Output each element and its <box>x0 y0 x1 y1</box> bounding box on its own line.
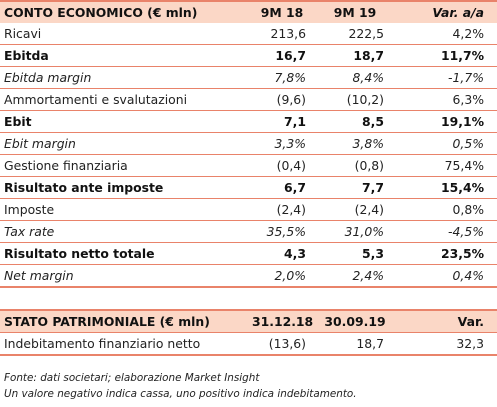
row-value-var: 11,7% <box>394 44 497 67</box>
row-value-var: -4,5% <box>394 220 497 243</box>
balance-header-col3: Var. <box>394 309 497 333</box>
row-label: Ebit margin <box>0 132 248 155</box>
table-spacer <box>0 288 497 309</box>
row-value-9m19: 222,5 <box>316 23 394 45</box>
source-note: Fonte: dati societari; elaborazione Mark… <box>4 372 260 384</box>
table-row: Tax rate 35,5% 31,0% -4,5% <box>0 220 497 243</box>
row-value-9m18: 7,1 <box>248 110 316 133</box>
table-row: Risultato ante imposte 6,7 7,7 15,4% <box>0 176 497 199</box>
row-value-9m18: 6,7 <box>248 176 316 199</box>
footnotes: Fonte: dati societari; elaborazione Mark… <box>4 370 357 402</box>
table-row: Net margin 2,0% 2,4% 0,4% <box>0 264 497 288</box>
row-label: Ammortamenti e svalutazioni <box>0 88 248 111</box>
row-label: Risultato ante imposte <box>0 176 248 199</box>
table-row: Indebitamento finanziario netto (13,6) 1… <box>0 332 497 356</box>
balance-header-row: STATO PATRIMONIALE (€ mln) 31.12.18 30.0… <box>0 309 497 333</box>
row-value-9m19: 5,3 <box>316 242 394 265</box>
balance-header-col2: 30.09.19 <box>316 309 394 333</box>
balance-header-label: STATO PATRIMONIALE (€ mln) <box>0 309 248 333</box>
table-row: Ammortamenti e svalutazioni (9,6) (10,2)… <box>0 88 497 111</box>
table-row: Ebitda margin 7,8% 8,4% -1,7% <box>0 66 497 89</box>
row-value-var: 23,5% <box>394 242 497 265</box>
row-value-9m19: 2,4% <box>316 264 394 288</box>
income-header-col3: Var. a/a <box>394 1 497 23</box>
row-value-9m18: 213,6 <box>248 23 316 45</box>
row-value-9m18: 16,7 <box>248 44 316 67</box>
row-value-9m18: (2,4) <box>248 198 316 221</box>
row-label: Net margin <box>0 264 248 288</box>
row-value-9m19: (0,8) <box>316 154 394 177</box>
table-row: Ebit margin 3,3% 3,8% 0,5% <box>0 132 497 155</box>
table-row: Ebitda 16,7 18,7 11,7% <box>0 44 497 67</box>
row-value-var: 32,3 <box>394 332 497 356</box>
row-label: Tax rate <box>0 220 248 243</box>
row-value-9m19: 8,4% <box>316 66 394 89</box>
row-value-9m19: (10,2) <box>316 88 394 111</box>
row-value-9m19: 18,7 <box>316 44 394 67</box>
row-value-var: 0,5% <box>394 132 497 155</box>
row-value-var: 0,8% <box>394 198 497 221</box>
row-value-9m19: (2,4) <box>316 198 394 221</box>
row-label: Risultato netto totale <box>0 242 248 265</box>
income-header-col1: 9M 18 <box>248 1 316 23</box>
row-value-var: 75,4% <box>394 154 497 177</box>
row-value-9m18: 3,3% <box>248 132 316 155</box>
row-value-9m19: 7,7 <box>316 176 394 199</box>
table-row: Gestione finanziaria (0,4) (0,8) 75,4% <box>0 154 497 177</box>
row-value-9m18: (9,6) <box>248 88 316 111</box>
row-value-9m19: 3,8% <box>316 132 394 155</box>
balance-header-col1: 31.12.18 <box>248 309 316 333</box>
row-label: Gestione finanziaria <box>0 154 248 177</box>
row-value-30-09-19: 18,7 <box>316 332 394 356</box>
table-row: Risultato netto totale 4,3 5,3 23,5% <box>0 242 497 265</box>
balance-sheet-table: STATO PATRIMONIALE (€ mln) 31.12.18 30.0… <box>0 309 497 356</box>
row-value-var: 0,4% <box>394 264 497 288</box>
row-label: Ricavi <box>0 23 248 45</box>
row-value-var: 6,3% <box>394 88 497 111</box>
row-value-9m18: (0,4) <box>248 154 316 177</box>
income-header-col2: 9M 19 <box>316 1 394 23</box>
row-value-9m18: 2,0% <box>248 264 316 288</box>
financial-summary: CONTO ECONOMICO (€ mln) 9M 18 9M 19 Var.… <box>0 0 497 356</box>
row-label: Indebitamento finanziario netto <box>0 332 248 356</box>
disclaimer-note: Un valore negativo indica cassa, uno pos… <box>4 388 357 400</box>
row-value-var: 19,1% <box>394 110 497 133</box>
table-row: Ebit 7,1 8,5 19,1% <box>0 110 497 133</box>
income-header-label: CONTO ECONOMICO (€ mln) <box>0 1 248 23</box>
row-value-var: -1,7% <box>394 66 497 89</box>
row-value-31-12-18: (13,6) <box>248 332 316 356</box>
row-value-9m18: 4,3 <box>248 242 316 265</box>
row-value-var: 15,4% <box>394 176 497 199</box>
row-value-9m19: 31,0% <box>316 220 394 243</box>
row-label: Ebit <box>0 110 248 133</box>
row-label: Ebitda margin <box>0 66 248 89</box>
income-statement-table: CONTO ECONOMICO (€ mln) 9M 18 9M 19 Var.… <box>0 0 497 288</box>
income-header-row: CONTO ECONOMICO (€ mln) 9M 18 9M 19 Var.… <box>0 1 497 23</box>
table-row: Ricavi 213,6 222,5 4,2% <box>0 23 497 45</box>
row-value-9m18: 7,8% <box>248 66 316 89</box>
row-value-9m19: 8,5 <box>316 110 394 133</box>
table-row: Imposte (2,4) (2,4) 0,8% <box>0 198 497 221</box>
row-value-9m18: 35,5% <box>248 220 316 243</box>
row-label: Ebitda <box>0 44 248 67</box>
row-label: Imposte <box>0 198 248 221</box>
row-value-var: 4,2% <box>394 23 497 45</box>
